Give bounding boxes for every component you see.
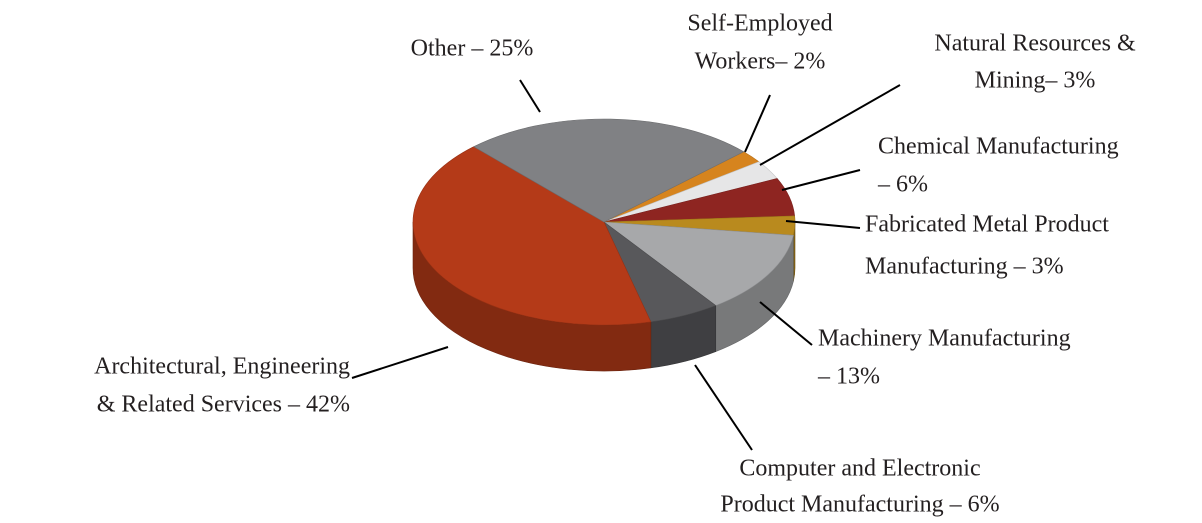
slice [473, 118, 745, 223]
leader-line [694, 364, 753, 451]
leader-line [759, 301, 813, 346]
slice-label: Natural Resources & [934, 31, 1136, 57]
leader-line [759, 84, 901, 166]
slice-label: Machinery Manufacturing [818, 326, 1071, 352]
leader-line [785, 220, 861, 229]
slice-label: & Related Services – 42% [97, 392, 350, 418]
slice-label: Product Manufacturing – 6% [720, 492, 999, 518]
slice-label: Computer and Electronic [739, 456, 980, 482]
leader-line [351, 346, 449, 379]
slice-label: Mining– 3% [975, 68, 1096, 94]
leader-line [744, 94, 771, 153]
slice-label: – 13% [817, 364, 880, 390]
leader-line [519, 79, 541, 113]
slice [412, 146, 652, 326]
slice-label: – 6% [877, 172, 928, 198]
slice-label: Architectural, Engineering [94, 354, 350, 380]
slice-label: Workers– 2% [695, 49, 826, 75]
leader-line [781, 169, 861, 191]
slice-label: Chemical Manufacturing [878, 134, 1119, 160]
slice-label: Other – 25% [411, 36, 534, 62]
slice-label: Manufacturing – 3% [865, 254, 1064, 280]
slice-label: Fabricated Metal Product [865, 212, 1109, 238]
slice-label: Self-Employed [687, 11, 832, 37]
slice [603, 221, 794, 306]
